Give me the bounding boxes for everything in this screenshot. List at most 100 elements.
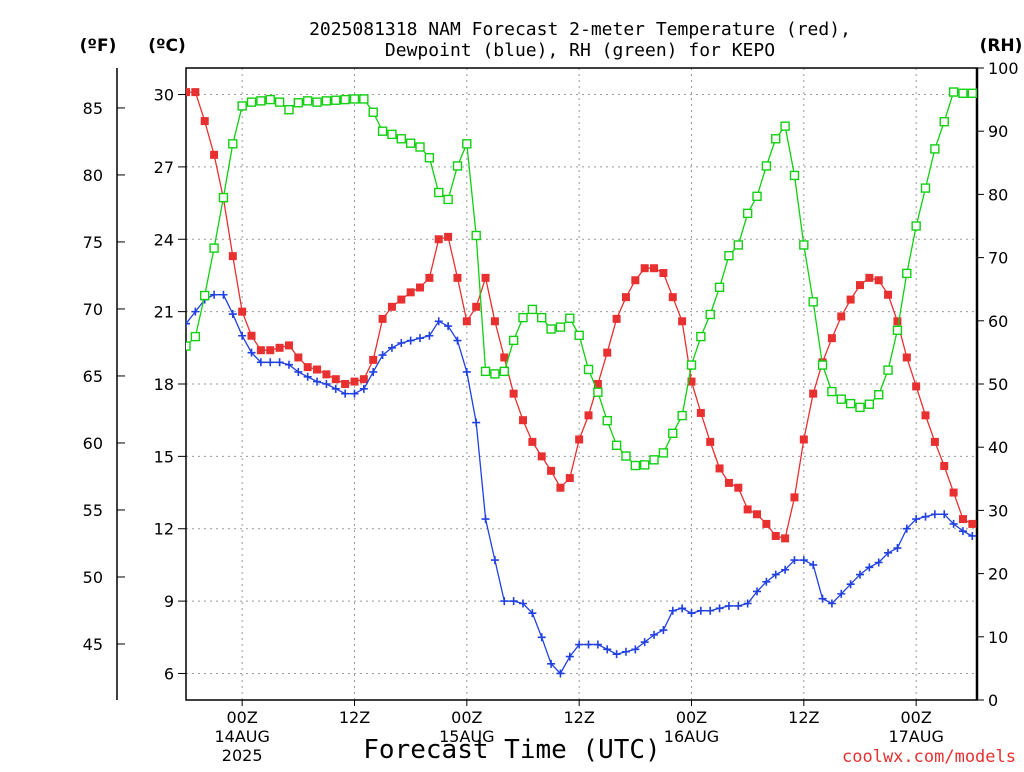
rh-tick-label: 10 xyxy=(988,628,1008,647)
dewpoint-point xyxy=(247,348,256,357)
temperature-point xyxy=(547,466,556,475)
celsius-tick-label: 6 xyxy=(164,664,174,683)
dewpoint-point xyxy=(509,597,518,606)
dewpoint-point xyxy=(331,384,340,393)
dewpoint-point xyxy=(406,336,415,345)
rh-point xyxy=(490,369,500,379)
temperature-point xyxy=(322,370,331,379)
rh-point xyxy=(499,366,509,377)
rh-point xyxy=(789,170,800,181)
dewpoint-point xyxy=(294,367,303,376)
rh-point xyxy=(340,94,350,105)
x-axis-label: Forecast Time (UTC) xyxy=(363,735,660,765)
celsius-tick-label: 18 xyxy=(154,375,174,394)
rh-point xyxy=(293,98,304,108)
rh-point xyxy=(639,460,650,470)
dewpoint-point xyxy=(912,515,921,524)
temperature-point xyxy=(238,307,247,316)
dewpoint-point xyxy=(668,606,677,615)
dewpoint-point xyxy=(219,290,228,299)
dewpoint-point xyxy=(528,609,537,618)
time-tick-label: 12Z xyxy=(563,708,594,727)
dewpoint-point xyxy=(397,338,406,347)
temperature-point xyxy=(294,353,303,362)
temperature-point xyxy=(893,317,902,326)
dewpoint-point xyxy=(902,524,911,533)
temperature-point xyxy=(687,377,696,386)
rh-point xyxy=(845,398,856,409)
celsius-tick-label: 27 xyxy=(154,158,174,177)
dewpoint-point xyxy=(537,633,546,642)
temperature-point xyxy=(275,343,284,352)
data-series xyxy=(186,87,977,678)
rh-point xyxy=(480,366,491,377)
temperature-point xyxy=(743,505,752,514)
rh-tick-label: 30 xyxy=(988,501,1008,520)
temperature-point xyxy=(884,290,893,299)
temperature-point xyxy=(313,365,322,374)
dewpoint-point xyxy=(186,319,190,328)
time-tick-label: 00Z xyxy=(676,708,707,727)
rh-point xyxy=(911,221,921,231)
dewpoint-point xyxy=(743,599,752,608)
dewpoint-point xyxy=(369,367,378,376)
rh-tick-label: 60 xyxy=(988,312,1008,331)
rh-point xyxy=(546,324,556,334)
dewpoint-point xyxy=(949,519,958,528)
temperature-point xyxy=(809,389,818,398)
dewpoint-point xyxy=(659,626,668,635)
rh-tick-label: 80 xyxy=(988,185,1008,204)
rh-point xyxy=(808,297,818,307)
rh-point xyxy=(424,153,435,163)
temperature-point xyxy=(668,293,677,302)
dewpoint-point xyxy=(640,638,649,647)
celsius-tick-label: 12 xyxy=(154,520,174,539)
rh-tick-label: 40 xyxy=(988,438,1008,457)
temperature-point xyxy=(846,295,855,304)
temperature-point xyxy=(200,117,209,126)
rh-point xyxy=(462,139,472,149)
dewpoint-point xyxy=(303,372,312,381)
temperature-point xyxy=(303,363,312,372)
dewpoint-point xyxy=(453,336,462,345)
temperature-point xyxy=(472,302,481,311)
fahrenheit-tick-label: 80 xyxy=(83,166,103,185)
rh-point xyxy=(761,161,772,171)
dewpoint-point xyxy=(490,556,499,565)
dewpoint-point xyxy=(855,570,864,579)
dewpoint-point xyxy=(865,563,874,572)
temperature-point xyxy=(949,488,958,497)
rh-tick-label: 50 xyxy=(988,375,1008,394)
dewpoint-point xyxy=(462,367,471,376)
time-tick-label: 12Z xyxy=(339,708,370,727)
temperature-point xyxy=(678,317,687,326)
series-dewpoint xyxy=(186,290,977,678)
temperature-point xyxy=(930,437,939,446)
rh-point xyxy=(186,341,191,351)
temperature-point xyxy=(378,314,387,323)
temperature-point xyxy=(593,380,602,388)
rh-point xyxy=(855,402,865,413)
dewpoint-point xyxy=(191,307,200,316)
temperature-point xyxy=(191,88,200,97)
dewpoint-point xyxy=(266,358,275,367)
dewpoint-point xyxy=(322,380,331,388)
dewpoint-point xyxy=(565,652,574,661)
rh-point xyxy=(508,335,519,346)
temperature-point xyxy=(537,452,546,461)
temperature-point xyxy=(434,235,443,244)
grid-lines xyxy=(186,68,977,700)
temperature-point xyxy=(490,317,499,326)
dewpoint-point xyxy=(210,290,219,299)
temperature-point xyxy=(865,273,874,282)
rh-point xyxy=(948,87,959,97)
dewpoint-point xyxy=(921,512,930,521)
dewpoint-point xyxy=(687,609,696,618)
temperature-point xyxy=(724,478,733,487)
rh-point xyxy=(668,428,678,438)
temperature-point xyxy=(565,474,574,483)
rh-point xyxy=(302,96,313,106)
fahrenheit-tick-label: 45 xyxy=(83,635,103,654)
temperature-point xyxy=(921,411,930,420)
